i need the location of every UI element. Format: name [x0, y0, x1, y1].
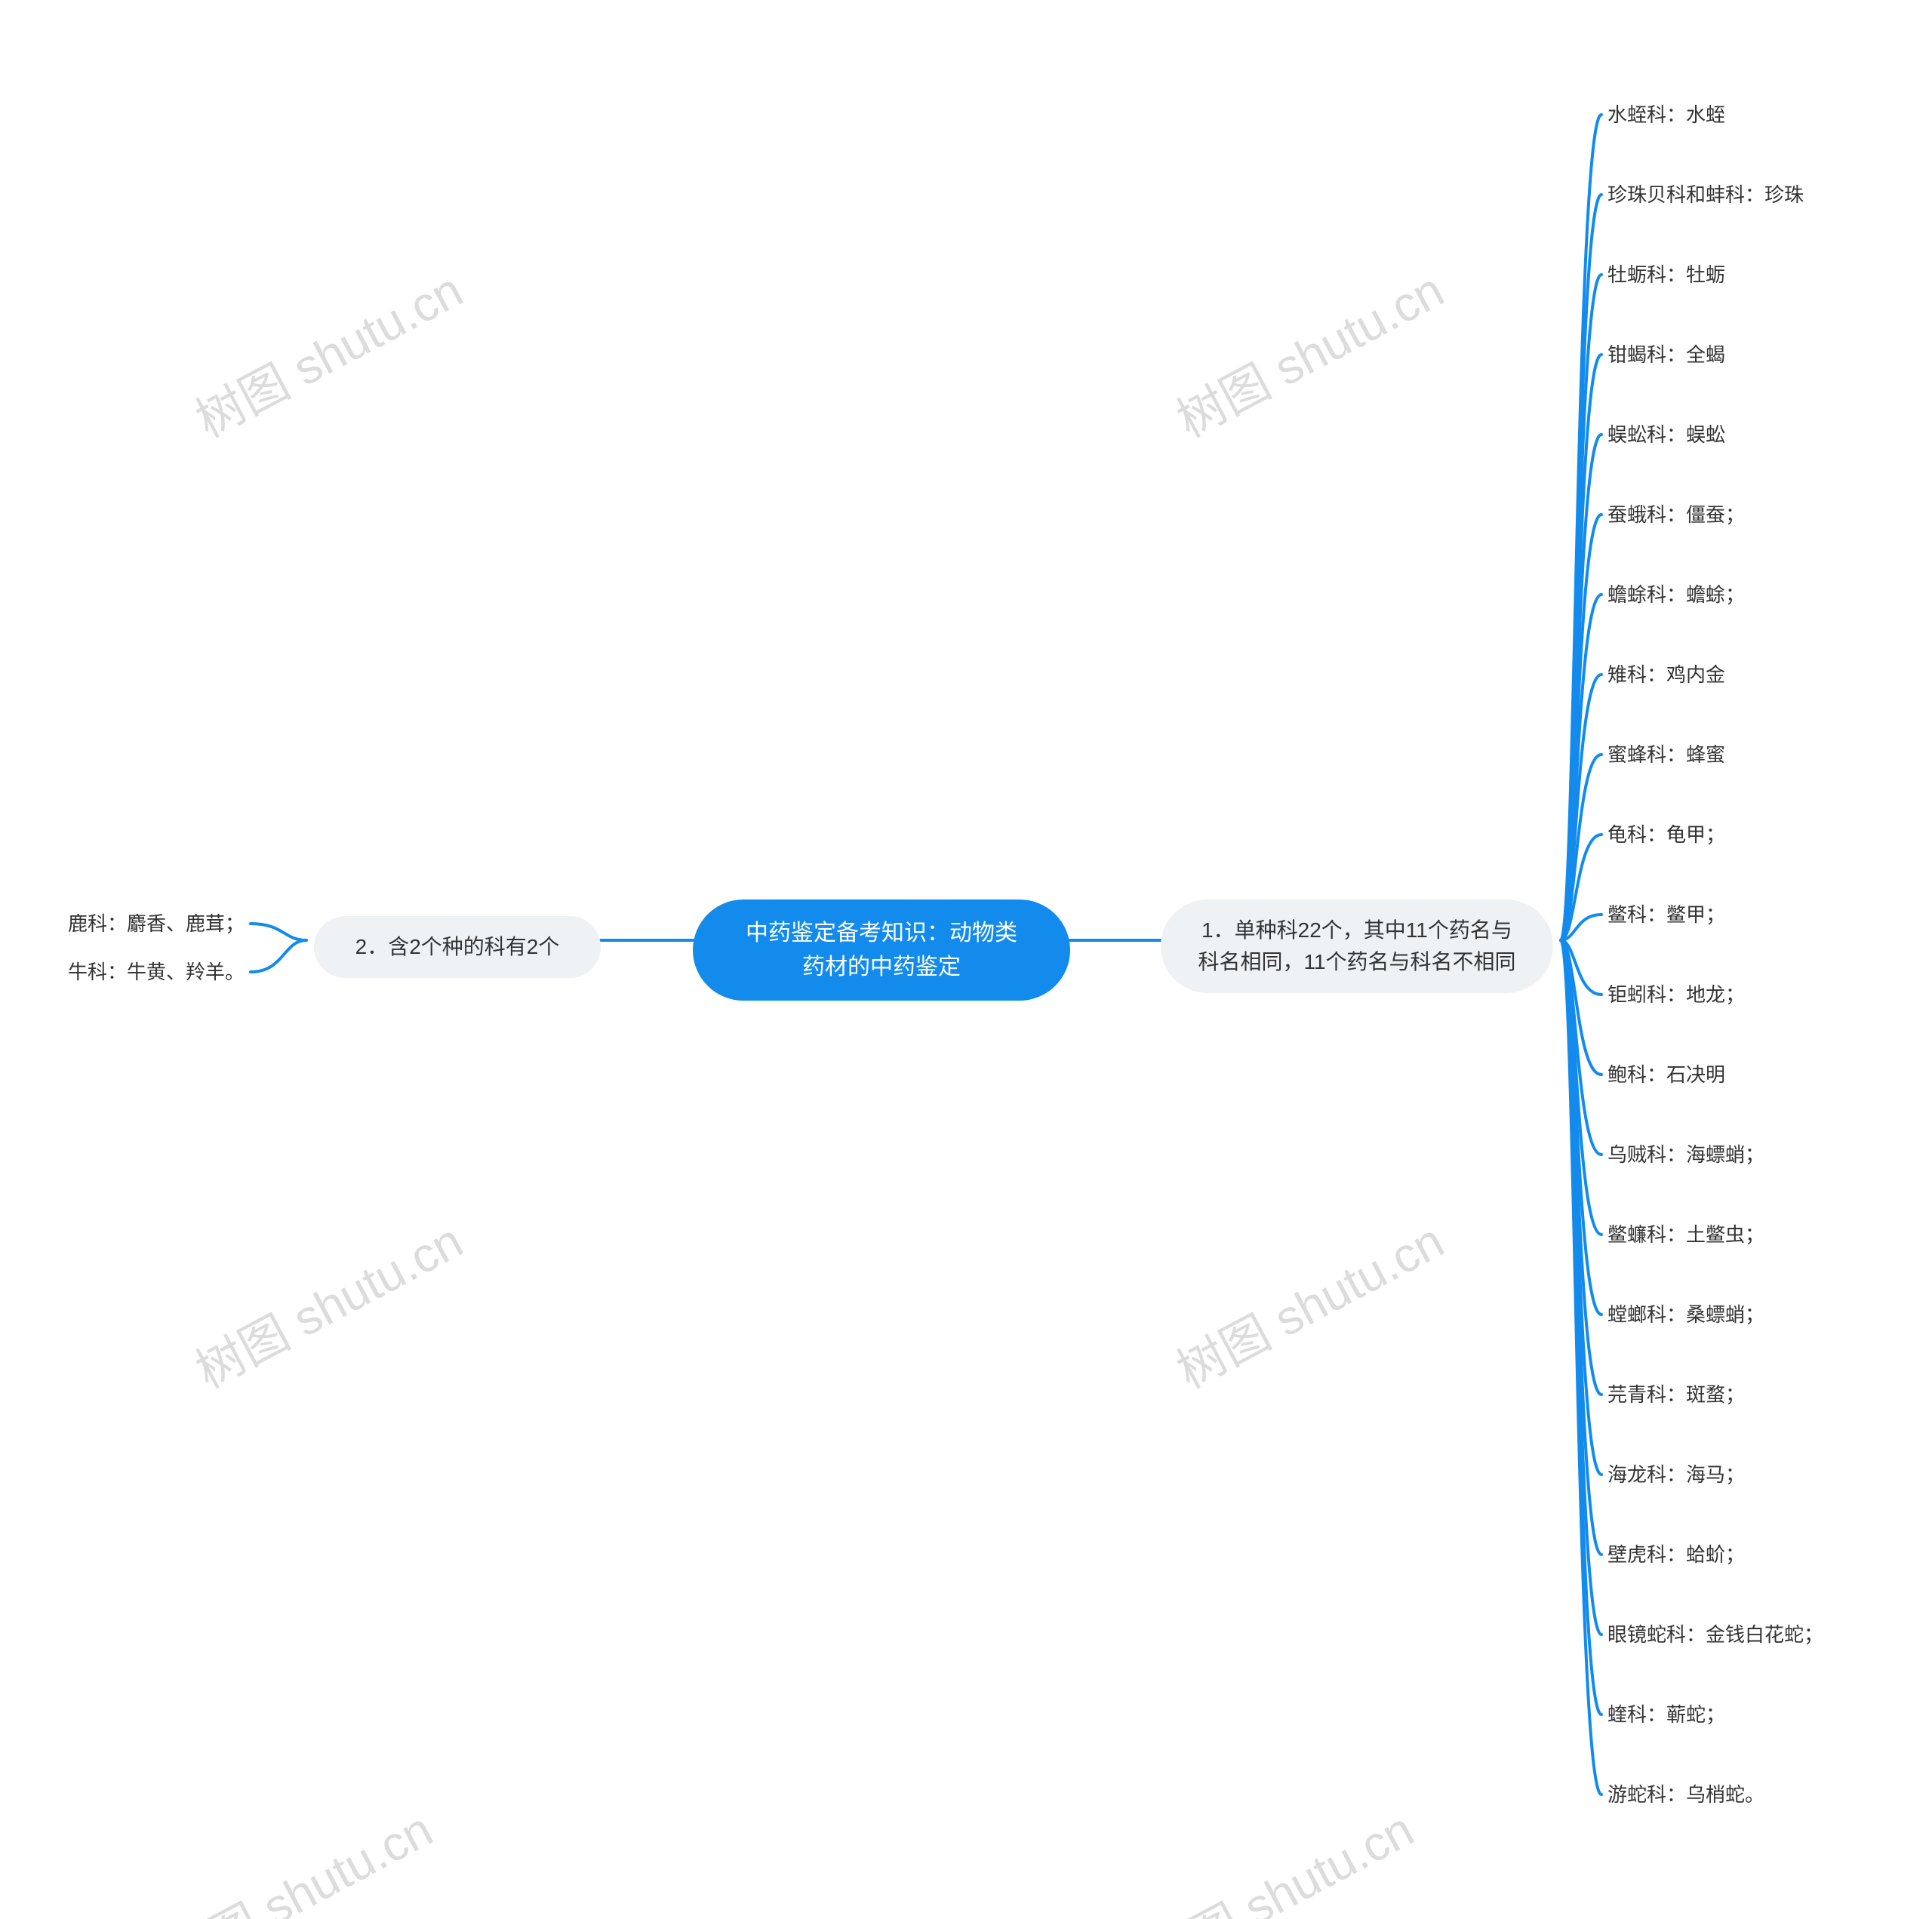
branch-node-left: 2．含2个种的科有2个: [314, 916, 601, 978]
leaf-right: 蟾蜍科：蟾蜍；: [1607, 580, 1745, 610]
leaf-right: 珍珠贝科和蚌科：珍珠: [1607, 180, 1804, 210]
watermark-text: 树图 shutu.cn: [1163, 1203, 1454, 1401]
leaf-right: 壁虎科：蛤蚧；: [1607, 1539, 1745, 1570]
watermark-text: 树图 shutu.cn: [1163, 252, 1454, 451]
leaf-right: 芫青科：斑蝥；: [1607, 1379, 1745, 1410]
leaf-right: 雉科：鸡内金: [1607, 660, 1725, 690]
root-label: 中药鉴定备考知识：动物类药材的中药鉴定: [735, 916, 1028, 984]
leaf-right: 钜蚓科：地龙；: [1607, 979, 1745, 1010]
leaf-right: 游蛇科：乌梢蛇。: [1607, 1779, 1764, 1810]
watermark-text: 树图 shutu.cn: [152, 1791, 443, 1919]
leaf-right: 鳖蠊科：土鳖虫；: [1607, 1219, 1764, 1250]
leaf-right: 蜜蜂科：蜂蜜: [1607, 740, 1725, 770]
leaf-right: 钳蝎科：全蝎: [1607, 340, 1725, 370]
leaf-left: 鹿科：麝香、鹿茸；: [48, 909, 245, 939]
watermark-text: 树图 shutu.cn: [182, 252, 473, 451]
branch-left-label: 2．含2个种的科有2个: [355, 931, 560, 963]
leaf-right: 蜈蚣科：蜈蚣: [1607, 420, 1725, 450]
leaf-right: 牡蛎科：牡蛎: [1607, 260, 1725, 290]
leaf-right: 海龙科：海马；: [1607, 1459, 1745, 1490]
branch-right-label: 1．单种科22个，其中11个药名与科名相同，11个药名与科名不相同: [1197, 915, 1517, 978]
leaf-right: 水蛭科：水蛭: [1607, 100, 1725, 130]
leaf-right: 蝰科：蕲蛇；: [1607, 1699, 1725, 1730]
leaf-left: 牛科：牛黄、羚羊。: [48, 957, 245, 987]
root-node: 中药鉴定备考知识：动物类药材的中药鉴定: [693, 900, 1070, 1001]
leaf-right: 鳖科：鳖甲；: [1607, 900, 1725, 930]
watermark-text: 树图 shutu.cn: [182, 1203, 473, 1401]
watermark-text: 树图 shutu.cn: [1133, 1791, 1424, 1919]
leaf-right: 龟科：龟甲；: [1607, 820, 1725, 850]
leaf-right: 眼镜蛇科：金钱白花蛇；: [1607, 1619, 1823, 1650]
branch-node-right: 1．单种科22个，其中11个药名与科名相同，11个药名与科名不相同: [1161, 900, 1553, 993]
leaf-right: 乌贼科：海螵蛸；: [1607, 1139, 1764, 1170]
leaf-right: 鲍科：石决明: [1607, 1059, 1725, 1090]
mindmap-canvas: 树图 shutu.cn 树图 shutu.cn 树图 shutu.cn 树图 shut…: [0, 0, 1932, 1919]
leaf-right: 螳螂科：桑螵蛸；: [1607, 1299, 1764, 1330]
leaf-right: 蚕蛾科：僵蚕；: [1607, 500, 1745, 530]
